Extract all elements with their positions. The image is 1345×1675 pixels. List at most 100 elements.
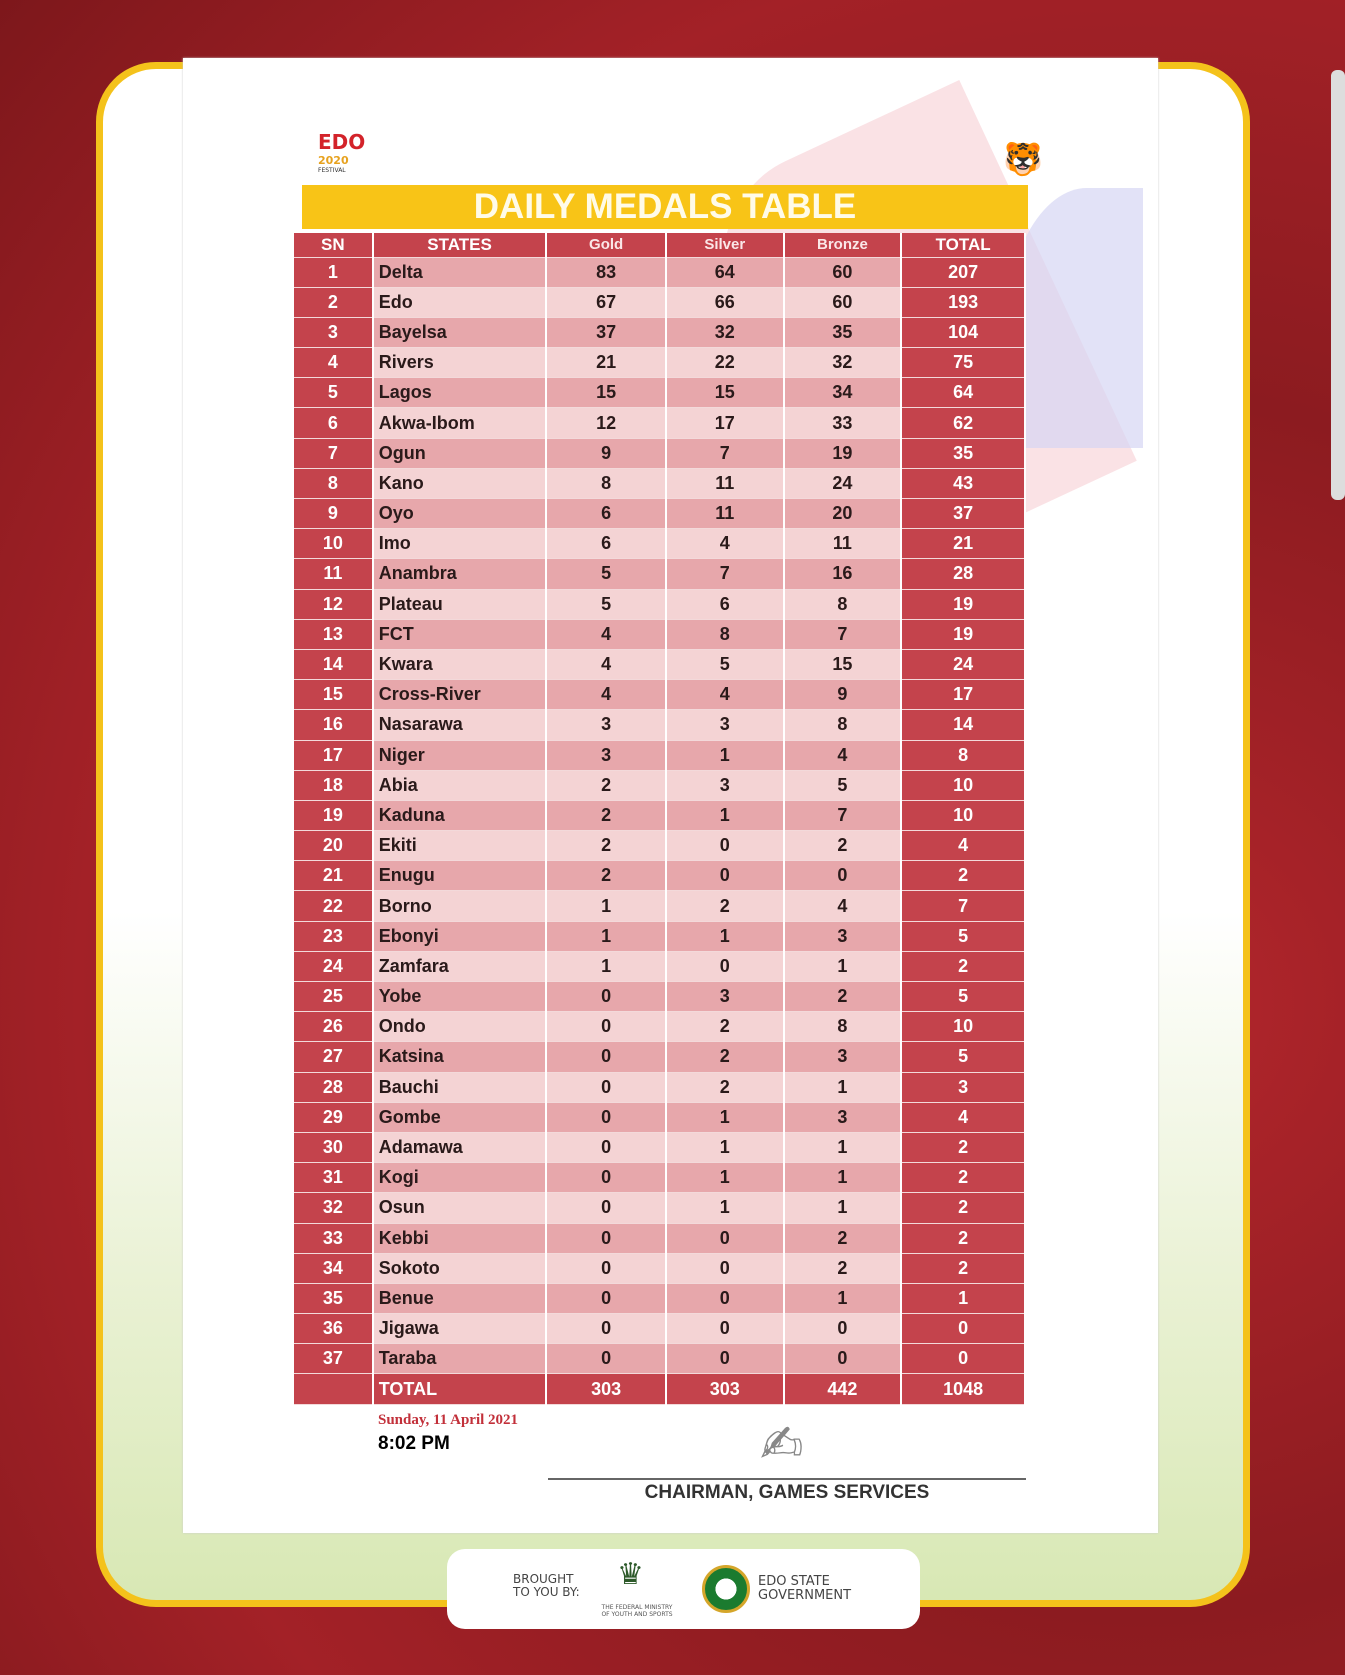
cell-total: 207: [900, 257, 1026, 288]
table-row: 16 Nasarawa 3 3 8 14: [292, 709, 1026, 741]
cell-bronze: 7: [782, 800, 903, 832]
cell-state: Abia: [371, 770, 548, 801]
cell-gold: 0: [545, 1162, 667, 1194]
table-row: 6 Akwa-Ibom 12 17 33 62: [292, 407, 1026, 439]
cell-bronze: 60: [782, 257, 903, 288]
cell-bronze: 2: [782, 1253, 903, 1284]
table-row: 7 Ogun 9 7 19 35: [292, 438, 1026, 469]
table-row: 3 Bayelsa 37 32 35 104: [292, 317, 1026, 349]
coat-of-arms-icon: ♛: [617, 1557, 644, 1592]
cell-gold: 2: [545, 770, 667, 801]
cell-gold: 1: [545, 921, 667, 952]
cell-state: Sokoto: [371, 1253, 548, 1284]
table-row: 24 Zamfara 1 0 1 2: [292, 951, 1026, 983]
table-row: 37 Taraba 0 0 0 0: [292, 1343, 1026, 1375]
cell-total: 104: [900, 317, 1026, 349]
cell-bronze: 4: [782, 890, 903, 922]
cell-silver: 2: [664, 890, 785, 922]
cell-bronze: 1: [782, 951, 903, 983]
cell-silver: 1: [664, 1102, 785, 1133]
table-row: 13 FCT 4 8 7 19: [292, 619, 1026, 650]
cell-bronze: 1: [782, 1132, 903, 1164]
cell-total: 0: [900, 1343, 1026, 1375]
cell-bronze: 24: [782, 468, 903, 500]
cell-total: 75: [900, 347, 1026, 379]
cell-bronze: 0: [782, 1313, 903, 1345]
cell-gold: 0: [545, 1223, 667, 1254]
cell-sn: 36: [292, 1313, 374, 1345]
cell-silver: 0: [664, 1343, 785, 1375]
cell-sn: 13: [292, 619, 374, 650]
cell-state: TOTAL: [371, 1373, 548, 1405]
cell-gold: 303: [545, 1373, 667, 1405]
cell-bronze: 3: [782, 1041, 903, 1073]
table-row: 26 Ondo 0 2 8 10: [292, 1011, 1026, 1043]
table-row: 8 Kano 8 11 24 43: [292, 468, 1026, 500]
cell-total: 2: [900, 1253, 1026, 1284]
cell-sn: 31: [292, 1162, 374, 1194]
cell-gold: 0: [545, 1072, 667, 1103]
cell-state: Imo: [371, 528, 548, 560]
table-row: 11 Anambra 5 7 16 28: [292, 558, 1026, 590]
cell-state: Rivers: [371, 347, 548, 379]
cell-silver: 2: [664, 1072, 785, 1103]
cell-state: Gombe: [371, 1102, 548, 1133]
cell-total: 10: [900, 770, 1026, 801]
cell-sn: 30: [292, 1132, 374, 1164]
cell-silver: 8: [664, 619, 785, 650]
table-row: 22 Borno 1 2 4 7: [292, 890, 1026, 922]
cell-total: 2: [900, 1132, 1026, 1164]
table-row: 2 Edo 67 66 60 193: [292, 287, 1026, 318]
brought-label: BROUGHT TO YOU BY:: [513, 1572, 580, 1599]
cell-state: Nasarawa: [371, 709, 548, 741]
cell-silver: 6: [664, 589, 785, 620]
cell-gold: 2: [545, 860, 667, 892]
cell-silver: 1: [664, 921, 785, 952]
cell-sn: 23: [292, 921, 374, 952]
cell-state: Ebonyi: [371, 921, 548, 952]
cell-gold: 5: [545, 558, 667, 590]
signature-line: [548, 1478, 1026, 1480]
cell-bronze: 16: [782, 558, 903, 590]
scrollbar[interactable]: [1331, 70, 1345, 500]
cell-gold: 2: [545, 800, 667, 832]
cell-gold: Gold: [545, 233, 667, 258]
cell-sn: 10: [292, 528, 374, 560]
cell-total: 5: [900, 921, 1026, 952]
cell-total: 4: [900, 830, 1026, 862]
cell-sn: 21: [292, 860, 374, 892]
cell-state: Taraba: [371, 1343, 548, 1375]
date: Sunday, 11 April 2021: [378, 1412, 519, 1428]
table-row: 23 Ebonyi 1 1 3 5: [292, 921, 1026, 952]
cell-gold: 0: [545, 1283, 667, 1315]
table-row: 31 Kogi 0 1 1 2: [292, 1162, 1026, 1194]
cell-total: 1: [900, 1283, 1026, 1315]
cell-bronze: 2: [782, 981, 903, 1013]
cell-sn: 6: [292, 407, 374, 439]
cell-bronze: 1: [782, 1192, 903, 1224]
cell-state: Cross-River: [371, 679, 548, 711]
cell-silver: 0: [664, 830, 785, 862]
cell-state: FCT: [371, 619, 548, 650]
ministry-label: THE FEDERAL MINISTRY OF YOUTH AND SPORTS: [601, 1604, 673, 1618]
cell-sn: 28: [292, 1072, 374, 1103]
cell-sn: 1: [292, 257, 374, 288]
table-row: 21 Enugu 2 0 0 2: [292, 860, 1026, 892]
sponsor-footer: BROUGHT TO YOU BY: ♛ THE FEDERAL MINISTR…: [447, 1549, 920, 1629]
cell-gold: 4: [545, 649, 667, 681]
cell-state: Delta: [371, 257, 548, 288]
table-row: 35 Benue 0 0 1 1: [292, 1283, 1026, 1315]
cell-sn: 24: [292, 951, 374, 983]
cell-total: 10: [900, 800, 1026, 832]
table-row: 27 Katsina 0 2 3 5: [292, 1041, 1026, 1073]
cell-total: 35: [900, 438, 1026, 469]
table-row: 29 Gombe 0 1 3 4: [292, 1102, 1026, 1133]
cell-state: Osun: [371, 1192, 548, 1224]
cell-gold: 1: [545, 951, 667, 983]
cell-bronze: 5: [782, 770, 903, 801]
cell-sn: 35: [292, 1283, 374, 1315]
cell-state: Enugu: [371, 860, 548, 892]
cell-silver: 4: [664, 679, 785, 711]
cell-state: Akwa-Ibom: [371, 407, 548, 439]
cell-sn: 12: [292, 589, 374, 620]
